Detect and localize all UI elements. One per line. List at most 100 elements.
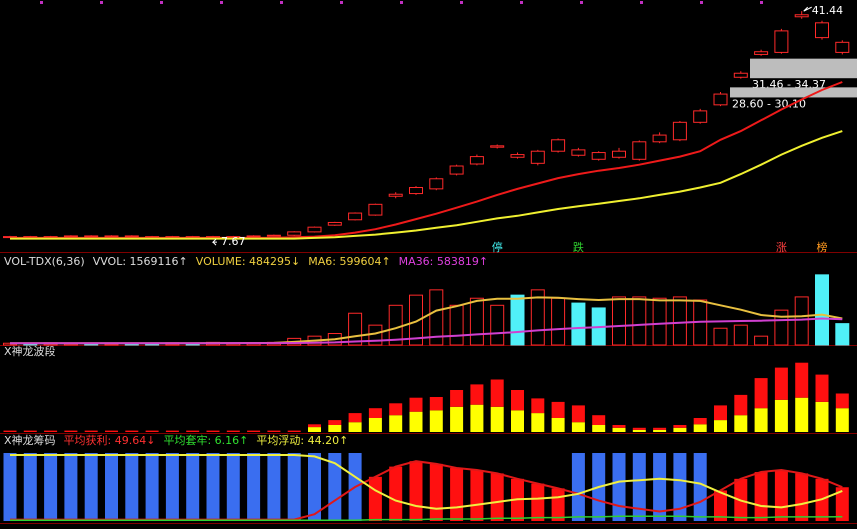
wave-bar [64,430,78,432]
wave-bar [23,430,37,432]
candle-body [368,203,383,216]
wave-bar [389,403,403,416]
wave-bar [267,430,281,432]
candle-body [652,134,667,143]
volume-bar [754,335,769,346]
chip-bar [429,463,443,521]
chip-back-bar [44,453,58,521]
chip-bar [409,461,423,521]
wave-bar [389,415,403,432]
wave-bar [511,410,524,432]
volume-bar [774,309,789,346]
wave-bar [125,430,139,432]
high-marker [803,6,812,12]
candle-body [246,235,261,238]
chip-back-bar [632,453,646,521]
top-dots [40,1,763,4]
wave-bar [815,374,829,402]
panel-header: 平均套牢: 6.16↑ [163,433,248,447]
chip-back-bar [105,453,118,521]
chip-bar [470,470,484,521]
volume-bar [469,297,484,346]
candle-body [774,30,789,53]
chip-back-bar [226,453,240,521]
volume-bar [794,296,809,346]
wave-bar [653,429,667,432]
wave-bar [592,415,606,425]
candle-body [409,187,423,195]
wave-bar [511,390,524,411]
chip-bar [450,467,464,521]
chip-bar [389,466,403,521]
chip-bar [531,483,545,521]
candle-body [815,22,829,39]
chip-back-bar [328,453,342,521]
wave-bar [714,420,727,432]
chip-bar [835,487,849,521]
wave-bar [653,427,667,430]
chip-bar [714,490,727,521]
panel-separators [0,252,857,524]
candle-body [693,110,708,123]
wave-bar [368,418,382,432]
wave-bar [693,418,707,425]
wave-bar [165,430,179,432]
wave-bar [247,430,261,432]
wave-bar [551,418,565,432]
candle-body [510,154,525,158]
chip-bar [490,473,504,521]
wave-bar [693,424,707,432]
chip-back-bar [186,453,200,521]
candle-body [835,41,850,53]
volume-bar [672,296,687,346]
wave-bar [612,425,626,428]
chip-back-bar [206,453,220,521]
candle-body [307,226,322,233]
volume-bar [571,302,586,346]
wave-bar [409,411,423,432]
indicator-line [10,454,843,510]
chip-back-bar [653,453,667,521]
indicator-line [10,317,843,345]
chip-bar [368,476,382,521]
chip-back-bar [571,453,585,521]
candle-body [287,231,302,236]
wave-bar [450,390,464,407]
wave-bar [531,413,545,432]
chip-back-bar [3,453,17,521]
volume-bar [632,296,647,346]
candle-body [348,212,363,221]
wave-bar [774,399,788,432]
chip-back-bar [145,453,159,521]
wave-bar [348,413,362,423]
candle-body [612,150,626,158]
volume-bar [612,296,626,346]
candle-body [327,221,342,226]
candle-body [266,234,281,237]
wave-bar [186,430,200,432]
candle-body [733,72,748,78]
panel-header: VOL-TDX(6,36) [4,255,85,268]
chip-back-bar [612,453,626,521]
candle-body [449,165,464,175]
wave-bar [835,408,849,432]
indicator-line [10,515,843,522]
candle-body [490,145,505,148]
wave-bar [632,429,646,432]
wave-bar [632,427,646,430]
wave-bar [490,406,504,432]
wave-bar [348,422,362,432]
candle-body [754,51,769,55]
wave-bar [226,430,240,432]
volume-bar [815,274,829,346]
chip-back-bar [308,453,321,521]
panel-header: VVOL: 1569116↑ [93,255,188,268]
wave-bar [754,408,768,432]
wave-bar [490,379,504,407]
panel-header: 平均获利: 49.64↓ [64,434,156,447]
candle-body [63,235,78,238]
candle-body [388,193,403,197]
wave-bar [328,425,342,432]
chip-bar [774,470,788,521]
panel-header: X神龙筹码 [4,433,56,447]
